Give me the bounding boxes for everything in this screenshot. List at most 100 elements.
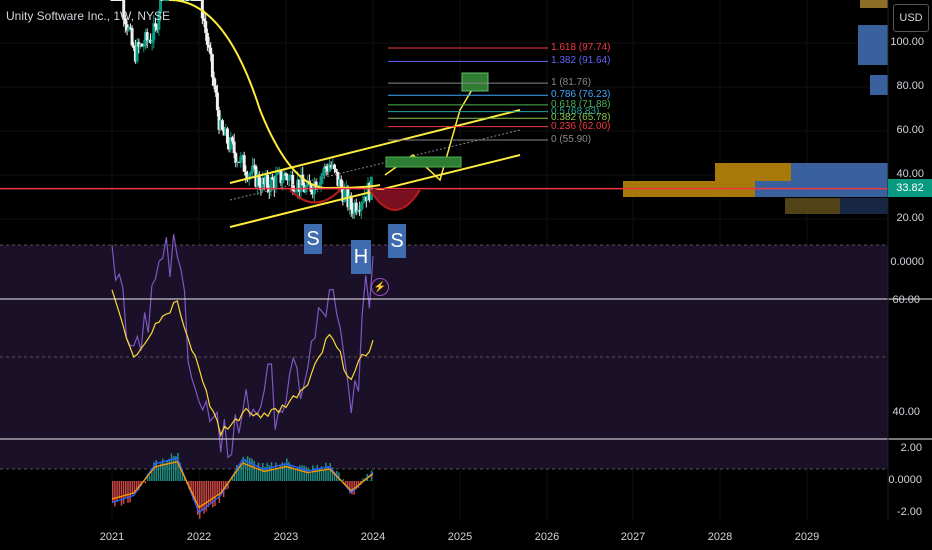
macd-bar-0-8	[129, 481, 131, 503]
candle-body-142	[348, 195, 352, 208]
macd-bar-10-6	[342, 479, 345, 481]
macd-bar-6-3	[249, 457, 251, 481]
macd-bar-5-9	[240, 464, 242, 481]
candle-body-16	[137, 42, 141, 47]
price-tick-1: 80.00	[896, 80, 924, 92]
macd-bar-6-4	[251, 458, 253, 481]
time-tick-4: 2025	[447, 531, 473, 543]
candle-body-145	[353, 202, 357, 214]
macd-bar-9-4	[316, 465, 318, 481]
candle-body-44	[184, 0, 188, 1]
candle-body-23	[148, 39, 152, 43]
candle-body-117	[306, 180, 310, 187]
current-price-tag: 33.82	[888, 179, 932, 197]
candle-body-57	[205, 32, 209, 45]
candle-body-146	[354, 202, 358, 212]
candle-body-59	[209, 47, 213, 55]
candle-body-76	[237, 161, 241, 163]
fib-label-3: 0.786 (76.23)	[551, 89, 611, 101]
rsi-tick-0: 60.00	[892, 294, 920, 306]
time-tick-7: 2028	[707, 531, 733, 543]
macd-bar-7-7	[279, 465, 281, 481]
macd-bar-9-1	[309, 472, 312, 481]
candle-body-85	[252, 165, 256, 167]
macd-bar-4-0	[199, 481, 201, 519]
candle-body-95	[269, 177, 273, 192]
candle-body-125	[319, 176, 323, 185]
macd-bar-4-9	[218, 481, 221, 503]
macd-bar-1-8	[151, 472, 153, 481]
candle-body-101	[279, 169, 283, 184]
candle-body-135	[336, 171, 340, 186]
candle-body-80	[244, 171, 248, 176]
macd-bar-11-5	[362, 478, 364, 481]
macd-bar-6-9	[262, 462, 264, 481]
candle-body-72	[230, 137, 234, 142]
macd-bar-3-7	[192, 481, 194, 501]
macd-bar-3-8	[194, 481, 197, 504]
candle-body-34	[167, 0, 171, 1]
macd-bar-3-1	[179, 462, 181, 481]
candle-body-87	[256, 174, 260, 187]
candle-body-18	[140, 43, 144, 47]
candle-body-110	[294, 191, 298, 193]
price-tick-0: 100.00	[890, 36, 924, 48]
macd-bar-7-4	[272, 468, 275, 481]
macd-bar-5-6	[233, 473, 236, 481]
candle-body-91	[262, 177, 266, 185]
fib-label-6: 0.382 (65.78)	[551, 112, 611, 124]
candle-body-17	[138, 43, 142, 47]
candle-body-25	[152, 23, 156, 41]
macd-bar-11-0	[351, 481, 353, 495]
candle-body-81	[246, 175, 250, 180]
candle-body-14	[133, 47, 137, 62]
macd-bar-8-2	[290, 465, 292, 481]
candle-body-69	[225, 128, 229, 144]
lightning-icon[interactable]: ⚡	[371, 278, 389, 296]
candle-body-27	[155, 26, 159, 30]
macd-bar-1-6	[146, 473, 149, 481]
time-tick-8: 2029	[794, 531, 820, 543]
macd-bar-0-1	[114, 481, 116, 507]
macd-bar-7-5	[275, 462, 277, 481]
candle-body-28	[157, 12, 161, 30]
pane-separators	[0, 0, 932, 520]
fib-label-0: 1.618 (97.74)	[551, 41, 611, 53]
candle-body-13	[132, 45, 136, 48]
macd-bar-7-0	[264, 466, 266, 481]
candle-body-52	[197, 0, 201, 1]
candle-body-123	[316, 186, 320, 190]
candle-body-3	[115, 0, 119, 1]
macd-bar-9-5	[318, 468, 321, 481]
candle-body-98	[274, 174, 278, 189]
macd-bar-0-2	[116, 481, 118, 502]
chart-drawings	[169, 0, 521, 228]
fib-label-8: 0 (55.90)	[551, 134, 592, 146]
macd-bar-9-2	[312, 465, 314, 481]
macd-bar-3-2	[181, 469, 184, 481]
candle-body-54	[200, 0, 204, 19]
left-shoulder-label: S	[304, 224, 322, 254]
candle-body-64	[217, 110, 221, 130]
candle-body-71	[229, 137, 233, 150]
candle-body-132	[331, 164, 335, 168]
candle-body-77	[239, 156, 243, 163]
currency-button[interactable]: USD	[893, 4, 929, 32]
candle-body-105	[286, 175, 290, 181]
macd-bar-0-7	[127, 481, 129, 503]
macd-tick-2: -2.00	[896, 506, 922, 518]
candle-body-20	[143, 32, 147, 46]
candle-body-114	[301, 174, 305, 186]
volume-bar-2	[870, 75, 888, 95]
candle-body-11	[128, 27, 132, 29]
candle-body-133	[333, 164, 337, 170]
macd-bar-3-3	[183, 477, 186, 481]
candle-body-46	[187, 0, 191, 1]
macd-bar-3-0	[177, 452, 179, 481]
macd-bar-7-9	[283, 463, 286, 481]
macd-bar-0-3	[118, 481, 121, 499]
candle-body-62	[214, 85, 218, 93]
candle-body-5	[118, 0, 122, 1]
candle-body-50	[194, 0, 198, 1]
